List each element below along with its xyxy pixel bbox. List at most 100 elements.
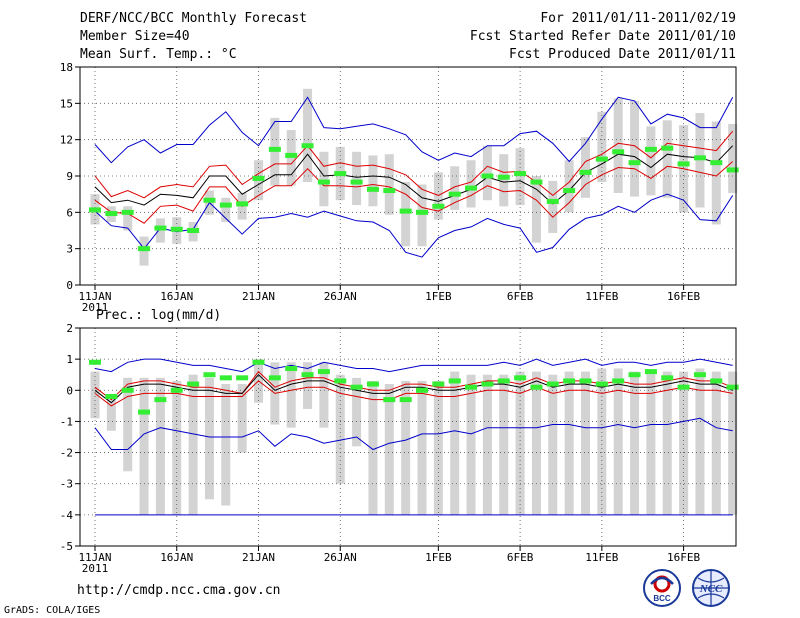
precip-observed-mark [448,378,461,384]
source-url[interactable]: http://cmdp.ncc.cma.gov.cn [77,583,281,598]
precip-xtick-label: 11FEB [585,551,618,564]
temp-ytick-label: 3 [66,243,73,256]
temp-spread-box [401,182,411,247]
precip-observed-mark [497,378,510,384]
temp-spread-box [630,100,640,197]
precip-spread-box [548,374,558,515]
temp-observed-mark [416,209,428,215]
precip-spread-box [319,362,329,428]
precip-ytick-label: 0 [66,384,73,397]
temp-observed-mark [579,169,592,175]
temp-observed-mark [710,160,723,166]
precip-spread-box [679,371,689,515]
temp-spread-box [303,88,313,183]
temp-xtick-label: 11FEB [585,290,618,303]
temp-observed-mark [366,186,379,192]
temp-spread-box [221,197,231,223]
precip-observed-mark [187,381,200,387]
temp-spread-box [466,160,476,208]
temp-mean-line [94,145,734,206]
temp-observed-mark [268,146,281,152]
temp-spread-box [613,98,623,193]
precip-observed-mark [301,372,314,378]
precip-spread-box [237,384,247,453]
temp-observed-mark [89,207,101,213]
temp-upper-line [94,130,734,199]
precip-observed-mark [546,381,559,387]
temp-spread-box [368,155,378,207]
precip-spread-box [155,377,165,515]
precip-spread-box [630,371,640,515]
temp-spread-box [417,184,427,247]
precip-spread-box [172,380,182,515]
precip-spread-box [695,368,705,515]
precip-spread-box [417,380,427,515]
temp-observed-mark [481,173,494,179]
precip-observed-mark [612,378,625,384]
precip-spread-box [401,380,411,515]
precip-xtick-label: 16FEB [667,551,700,564]
precip-observed-mark [268,375,281,381]
temp-observed-mark [252,175,265,181]
bcc-logo: BCC [642,568,682,608]
temp-observed-mark [628,160,641,166]
temp-observed-mark [301,143,314,149]
precip-spread-box [662,371,672,515]
precip-observed-mark [416,387,428,393]
precip-observed-mark [121,387,134,393]
precip-spread-box [368,380,378,515]
temp-observed-mark [677,161,690,167]
precip-upper-line [94,370,733,401]
precip-axis-title: Prec.: log(mm/d) [96,308,222,323]
temp-spread-box [711,121,721,225]
precip-spread-box [335,374,345,484]
precip-observed-mark [661,375,674,381]
precip-observed-mark [285,365,298,371]
precip-ytick-label: 1 [66,353,73,366]
temp-ytick-label: 12 [60,134,73,147]
precip-observed-mark [432,381,445,387]
temp-observed-mark [726,167,739,173]
forecast-start-date: Fcst Started Refer Date 2011/01/10 [469,29,736,44]
temp-spread-box [581,137,590,198]
temp-spread-box [597,111,607,183]
precip-xtick-label: 11JAN [78,551,111,564]
precip-spread-box [581,371,590,515]
precip-spread-box [433,380,443,515]
temp-observed-mark [595,156,608,162]
temp-observed-mark [138,246,151,252]
temp-spread-box [646,126,656,196]
precip-max-line [94,358,733,373]
temp-spread-box [548,180,558,233]
precip-spread-box [613,368,623,515]
precip-spread-box [466,374,476,515]
precip-spread-box [531,371,541,515]
temp-observed-mark [285,152,298,158]
precip-observed-mark [530,384,543,390]
precip-observed-mark [383,397,396,403]
precip-observed-mark [219,375,232,381]
precip-panel: -5 -4 -3 -2 -1 0 1 2 11JAN 16JAN 21JAN 26JAN 1FEB 6FE… [60,322,739,575]
precip-year-label: 2011 [82,562,109,575]
precip-observed-mark [350,384,363,390]
temp-spread-box [352,151,362,206]
precip-spread-box [204,377,214,500]
ncc-logo-text: NCC [699,583,723,595]
precip-spread-box [106,396,116,431]
precip-observed-mark [710,378,723,384]
temp-lower-line [94,161,734,224]
precip-observed-mark [399,397,412,403]
temp-spread-box [499,154,509,207]
precip-spread-box [597,368,607,515]
precip-spread-box [515,371,525,515]
precip-spread-box [139,377,149,515]
precip-spread-box [646,371,656,515]
temp-observed-mark [497,174,510,180]
temp-observed-mark [317,179,330,185]
precip-spread-box [352,377,362,447]
precip-spread-box [499,374,509,515]
precip-spread-box [482,374,492,515]
precip-xtick-label: 26JAN [324,551,357,564]
temp-spread-box [662,120,672,198]
